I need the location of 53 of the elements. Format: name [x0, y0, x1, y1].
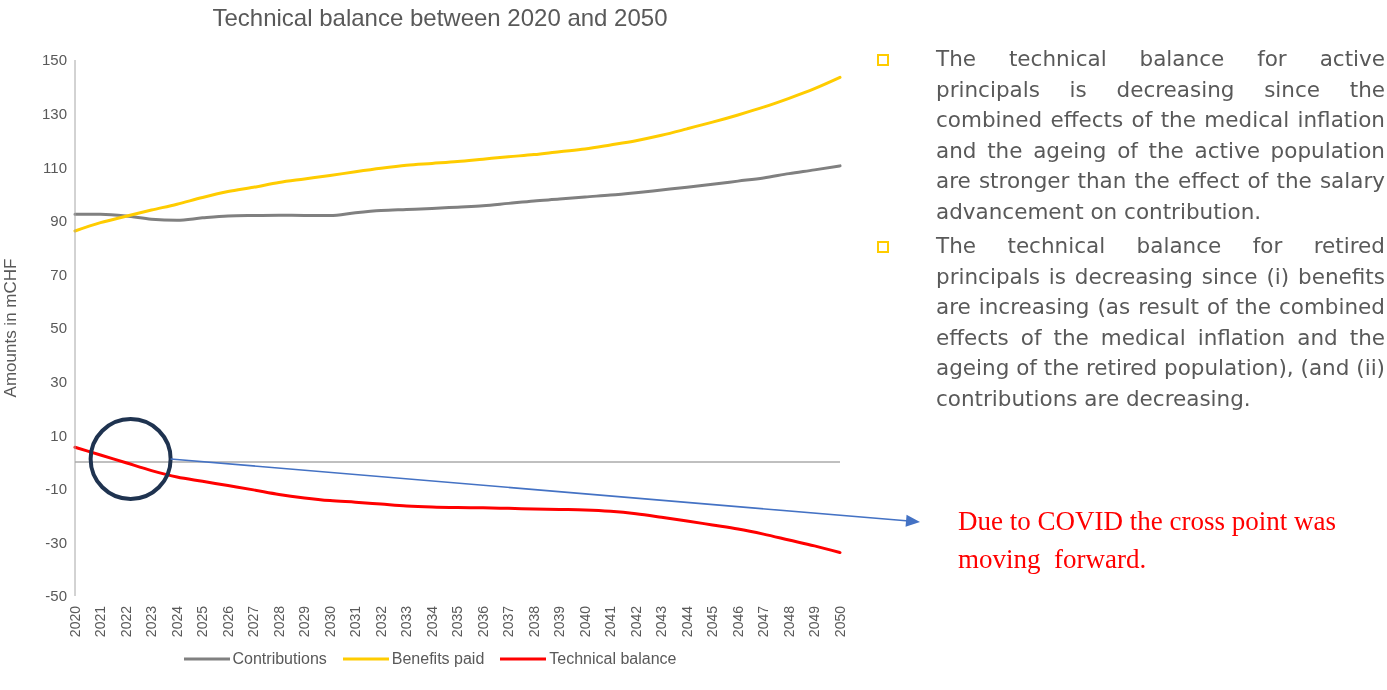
- x-tick-label: 2046: [729, 605, 746, 638]
- y-tick-label: 50: [50, 319, 67, 337]
- x-tick-label: 2049: [806, 605, 823, 638]
- x-tick-label: 2032: [372, 605, 389, 638]
- x-tick-label: 2045: [704, 605, 721, 638]
- legend-label: Benefits paid: [391, 650, 485, 668]
- x-tick-label: 2028: [270, 605, 287, 638]
- line-series: [73, 164, 842, 222]
- x-tick-label: 2029: [296, 605, 313, 638]
- x-tick-label: 2037: [500, 605, 517, 638]
- x-tick-label: 2034: [423, 605, 440, 638]
- y-tick-label: -10: [45, 480, 67, 498]
- text: The technical balance for active principals is decreasing since the combined effects of the medical inflation and the ageing of the active population are stronger than the effect of the salary advancement on contribution.: [936, 45, 1385, 226]
- x-tick-label: 2027: [245, 605, 262, 638]
- x-tick-label: 2044: [678, 605, 695, 638]
- legend-label: Technical balance: [549, 650, 677, 668]
- x-tick-label: 2047: [755, 605, 772, 638]
- text: Due to COVID the cross point was moving forward.: [958, 505, 1337, 576]
- x-tick-label: 2031: [347, 605, 364, 638]
- x-tick-label: 2048: [780, 605, 797, 638]
- y-axis-title: Amounts in mCHF: [1, 258, 21, 398]
- y-tick-label: 90: [50, 212, 67, 230]
- x-tick-label: 2038: [525, 605, 542, 638]
- x-tick-label: 2023: [143, 605, 160, 638]
- x-tick-label: 2040: [576, 605, 593, 638]
- y-tick-label: 70: [50, 265, 67, 283]
- chart-title: Technical balance between 2020 and 2050: [211, 4, 669, 32]
- x-tick-label: 2035: [449, 605, 466, 638]
- x-tick-label: 2042: [627, 605, 644, 638]
- x-tick-label: 2043: [653, 605, 670, 638]
- y-tick-label: 130: [41, 104, 67, 122]
- y-tick-label: 10: [50, 426, 67, 444]
- x-tick-label: 2021: [92, 605, 109, 638]
- x-tick-label: 2024: [168, 605, 185, 638]
- y-tick-label: 110: [43, 158, 67, 176]
- y-tick-label: 30: [50, 372, 67, 390]
- legend-label: Contributions: [232, 650, 327, 668]
- x-tick-label: 2041: [602, 605, 619, 638]
- x-tick-label: 2050: [831, 605, 848, 638]
- text: The technical balance for retired principals is decreasing since (i) benefits are increasing (as result of the combined effects of the medical inflation and the ageing of the retired population), (and (ii) contributions are decreasing.: [936, 232, 1385, 413]
- x-tick-label: 2026: [219, 605, 236, 638]
- x-tick-label: 2022: [117, 605, 134, 638]
- line-series: [73, 75, 842, 233]
- y-tick-label: 150: [41, 51, 67, 69]
- x-tick-label: 2025: [194, 605, 211, 638]
- x-tick-label: 2039: [551, 605, 568, 638]
- y-tick-label: -50: [45, 587, 67, 605]
- line-series: [73, 445, 842, 555]
- x-tick-label: 2030: [321, 605, 338, 638]
- x-tick-label: 2033: [398, 605, 415, 638]
- x-tick-label: 2020: [66, 605, 83, 638]
- y-tick-label: -30: [45, 533, 67, 551]
- x-tick-label: 2036: [474, 605, 491, 638]
